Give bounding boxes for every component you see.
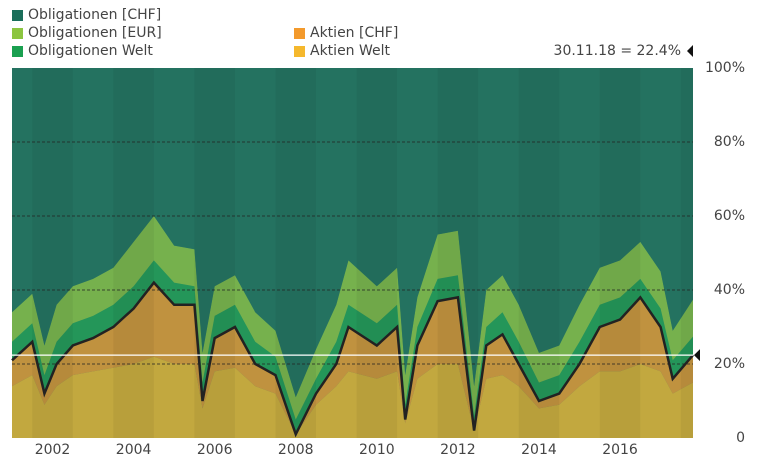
area	[12, 216, 693, 420]
x-tick-label: 2014	[521, 442, 557, 458]
equity-line	[11, 280, 694, 438]
legend-swatch	[12, 28, 23, 39]
legend-label: Obligationen [EUR]	[28, 25, 162, 41]
legend-swatch	[12, 46, 23, 57]
area	[12, 356, 693, 438]
year-band	[599, 68, 641, 438]
year-band	[518, 68, 560, 438]
legend-label: Aktien [CHF]	[310, 25, 398, 41]
y-tick-label: 0	[736, 430, 745, 446]
y-tick-label: 80%	[714, 134, 745, 150]
year-band	[32, 68, 73, 438]
legend-swatch	[12, 10, 23, 21]
x-tick-label: 2008	[278, 442, 314, 458]
year-band	[113, 68, 154, 438]
legend-label: Aktien Welt	[310, 43, 391, 59]
current-marker	[694, 349, 700, 362]
annotation-marker	[687, 45, 693, 57]
y-tick-label: 40%	[714, 282, 745, 298]
area	[12, 68, 693, 398]
legend-label: Obligationen Welt	[28, 43, 153, 59]
y-tick-label: 20%	[714, 356, 745, 372]
legend-label: Obligationen [CHF]	[28, 7, 161, 23]
year-band	[680, 68, 693, 438]
x-tick-label: 2016	[602, 442, 638, 458]
annotation: 30.11.18 = 22.4%	[554, 43, 681, 59]
x-tick-label: 2004	[116, 442, 152, 458]
x-tick-label: 2002	[35, 442, 71, 458]
y-tick-label: 100%	[705, 60, 745, 76]
x-tick-label: 2006	[197, 442, 233, 458]
y-tick-label: 60%	[714, 208, 745, 224]
year-band	[356, 68, 398, 438]
area	[12, 282, 693, 435]
year-band	[437, 68, 479, 438]
x-tick-label: 2010	[359, 442, 395, 458]
year-band	[275, 68, 317, 438]
legend-swatch	[294, 46, 305, 57]
legend-swatch	[294, 28, 305, 39]
x-tick-label: 2012	[440, 442, 476, 458]
